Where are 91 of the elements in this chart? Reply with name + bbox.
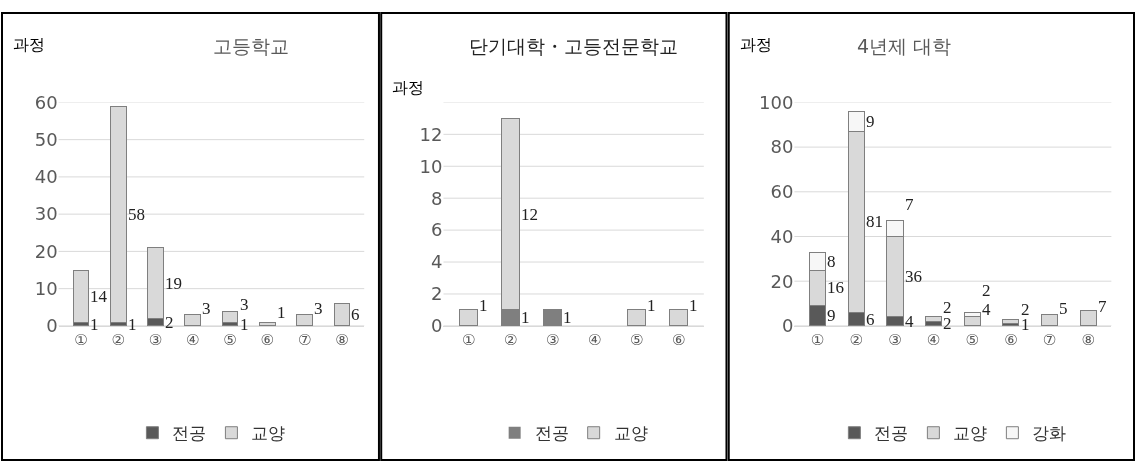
data-label: 1 (90, 315, 99, 334)
data-label: 2 (943, 298, 952, 317)
legend-label: 교양 (613, 423, 648, 444)
y-axis-title: 과정 (740, 35, 772, 54)
y-tick-label: 0 (431, 315, 443, 337)
x-tick-label: ⑤ (629, 330, 644, 349)
chart-title: 고등학교 (213, 35, 289, 57)
data-label: 3 (202, 299, 211, 318)
y-tick-label: 60 (34, 91, 58, 113)
x-tick-label: ⑧ (335, 330, 349, 349)
data-label: 1 (128, 315, 137, 334)
data-label: 1 (647, 296, 656, 315)
data-label: 6 (866, 310, 875, 329)
legend-label: 전공 (534, 423, 569, 444)
x-tick-label: ① (810, 330, 825, 349)
x-tick-label: ⑦ (297, 330, 312, 349)
data-label: 5 (1059, 299, 1068, 318)
data-label: 8 (827, 252, 836, 271)
y-tick-label: 12 (419, 123, 443, 145)
data-label: 2 (943, 314, 952, 333)
data-label: 7 (1098, 297, 1107, 316)
chart-title: 단기대학・고등전문학교 (469, 35, 678, 57)
data-label: 6 (351, 305, 360, 324)
x-tick-label: ② (111, 330, 125, 349)
bar (924, 316, 943, 322)
y-tick-label: 20 (770, 270, 794, 292)
x-tick-label: ③ (545, 330, 560, 349)
data-label: 16 (827, 278, 844, 297)
data-label: 1 (277, 303, 286, 322)
data-label: 36 (905, 267, 922, 286)
x-tick-label: ② (849, 330, 863, 349)
x-tick-label: ⑤ (223, 330, 237, 349)
x-tick-label: ③ (148, 330, 163, 349)
y-tick-label: 60 (770, 181, 794, 203)
data-label: 4 (982, 300, 991, 319)
data-label: 9 (827, 306, 836, 325)
legend-label: 강화 (1032, 423, 1067, 444)
x-tick-label: ① (74, 330, 88, 349)
x-tick-label: ⑥ (260, 330, 275, 349)
data-label: 2 (165, 313, 174, 332)
y-tick-label: 10 (34, 277, 58, 299)
x-tick-label: ② (503, 330, 518, 349)
y-tick-label: 0 (46, 315, 58, 337)
y-tick-label: 80 (770, 136, 794, 158)
data-label: 14 (90, 287, 108, 306)
y-axis-title: 과정 (13, 35, 45, 54)
bar (1002, 318, 1020, 325)
x-tick-label: ⑥ (1004, 330, 1018, 349)
data-label: 1 (521, 308, 530, 327)
data-label: 12 (521, 205, 538, 224)
y-axis-title: 과정 (392, 78, 424, 97)
data-label: 3 (314, 299, 323, 318)
legend-label: 전공 (874, 423, 909, 444)
legend-label: 교양 (953, 423, 988, 444)
y-tick-label: 20 (34, 240, 58, 262)
y-tick-label: 10 (419, 155, 443, 177)
y-tick-label: 6 (431, 219, 443, 241)
bar (221, 310, 239, 323)
x-tick-label: ⑥ (671, 330, 686, 349)
x-tick-label: ④ (186, 330, 200, 349)
legend-label: 전공 (172, 423, 207, 444)
x-tick-label: ⑧ (1081, 330, 1095, 349)
x-tick-label: ⑤ (965, 330, 979, 349)
x-tick-label: ④ (926, 330, 941, 349)
data-label: 81 (866, 212, 883, 231)
chart-title: 4년제 대학 (857, 35, 952, 57)
data-label: 58 (128, 205, 145, 224)
x-tick-label: ① (461, 330, 476, 349)
y-tick-label: 30 (34, 203, 58, 225)
y-tick-label: 40 (34, 166, 58, 188)
x-tick-label: ④ (587, 330, 602, 349)
y-tick-label: 2 (431, 283, 443, 305)
data-label: 19 (165, 274, 182, 293)
data-label: 1 (240, 315, 249, 334)
y-tick-label: 50 (34, 128, 58, 150)
data-label: 1 (563, 308, 572, 327)
x-tick-label: ⑦ (1042, 330, 1057, 349)
legend-label: 교양 (251, 423, 286, 444)
y-tick-label: 40 (770, 225, 794, 247)
data-label: 4 (905, 312, 914, 331)
x-tick-label: ③ (888, 330, 902, 349)
data-label: 3 (240, 295, 249, 314)
y-tick-label: 8 (431, 187, 443, 209)
y-tick-label: 100 (759, 91, 794, 113)
data-label: 9 (866, 112, 875, 131)
data-label: 2 (982, 281, 991, 300)
y-tick-label: 0 (781, 315, 794, 337)
y-tick-label: 4 (431, 251, 443, 273)
data-label: 1 (689, 296, 698, 315)
data-label: 7 (905, 195, 914, 214)
data-label: 1 (479, 296, 488, 315)
